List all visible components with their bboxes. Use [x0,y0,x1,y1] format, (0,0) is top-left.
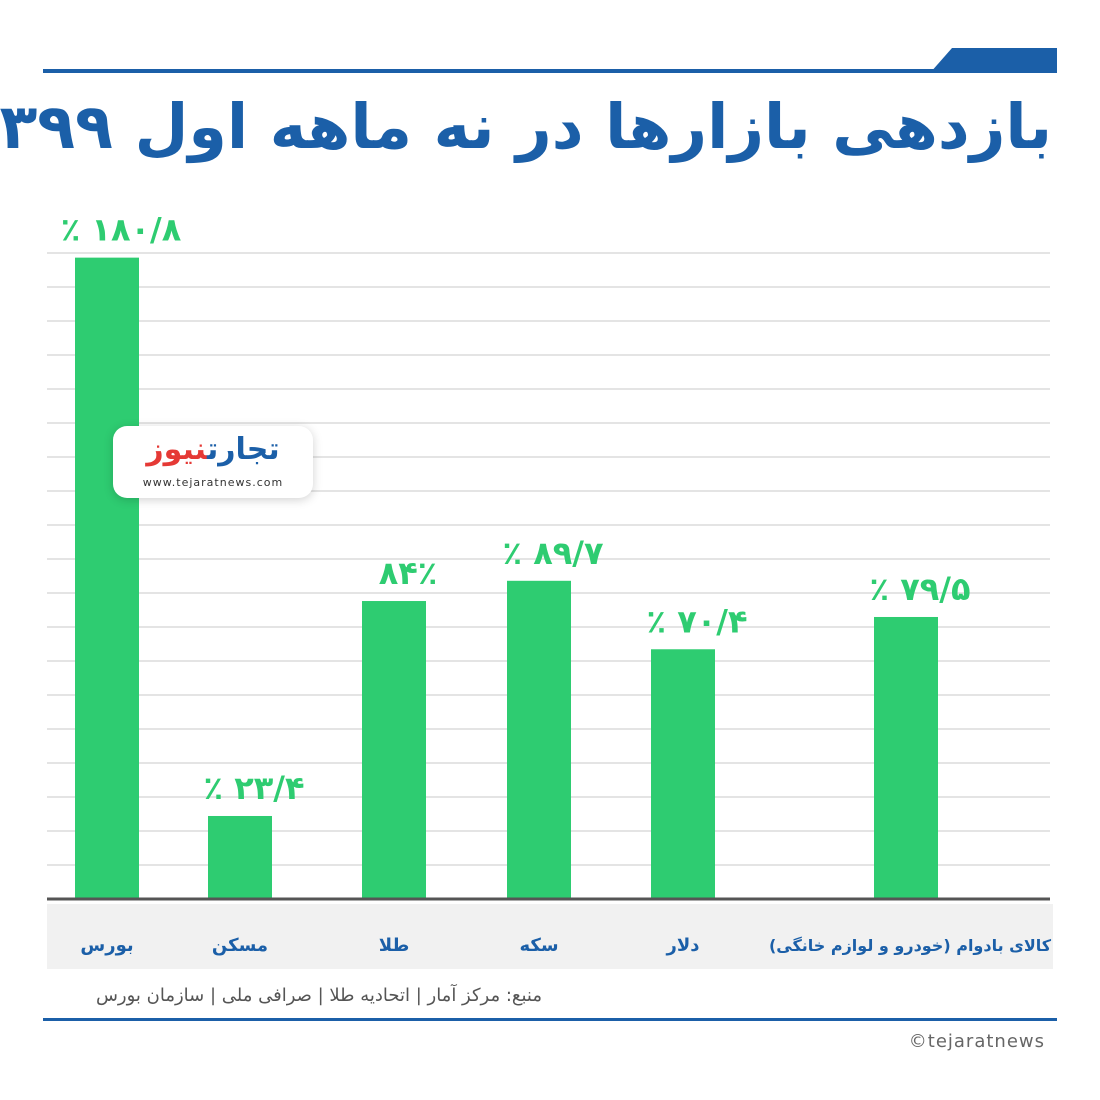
category-labels: بورس مسکن طلا سکه دلار کالای بادوام (خودرو و … [80,935,1051,956]
value-label: ۱۸۰/۸ ٪ [61,211,182,249]
value-labels: ۱۸۰/۸ ٪ ۲۳/۴ ٪ ۸۴٪ ۸۹/۷ ٪ ۷۰/۴ ٪ ۷۹/۵ ٪ [61,211,971,807]
logo-wordmark: تجارتنیوز [113,432,313,467]
category-label: دلار [665,935,699,956]
x-axis-band [47,904,1053,969]
header-rule [43,69,1057,73]
category-label: طلا [379,935,410,956]
category-label: مسکن [212,935,268,956]
bar [507,580,571,899]
value-label: ۷۰/۴ ٪ [647,602,748,640]
logo-name-part2: نیوز [146,432,207,467]
bars [75,257,938,899]
logo-name-part1: تجارت [206,432,280,467]
value-label: ۷۹/۵ ٪ [870,570,971,608]
logo-url: www.tejaratnews.com [142,476,284,489]
category-label: بورس [80,935,133,956]
footer-rule [43,1018,1057,1021]
bar [362,601,426,899]
value-label: ۸۹/۷ ٪ [503,534,604,572]
page-title: بازدهی بازارها در نه ماهه اول ۱۳۹۹ [0,90,1052,163]
value-label: ۲۳/۴ ٪ [204,769,305,807]
bar [75,257,139,899]
header-tab-accent [930,48,1057,73]
logo-card: تجارتنیوز www.tejaratnews.com [113,426,313,498]
source-note: منبع: مرکز آمار | اتحادیه طلا | صرافی مل… [95,985,542,1006]
category-label: سکه [519,935,558,956]
bar [208,815,272,899]
category-label: کالای بادوام (خودرو و لوازم خانگی) [769,936,1052,955]
bar [651,649,715,899]
credit: ©tejaratnews [908,1031,1045,1052]
bar [874,616,938,899]
value-label: ۸۴٪ [379,554,438,592]
